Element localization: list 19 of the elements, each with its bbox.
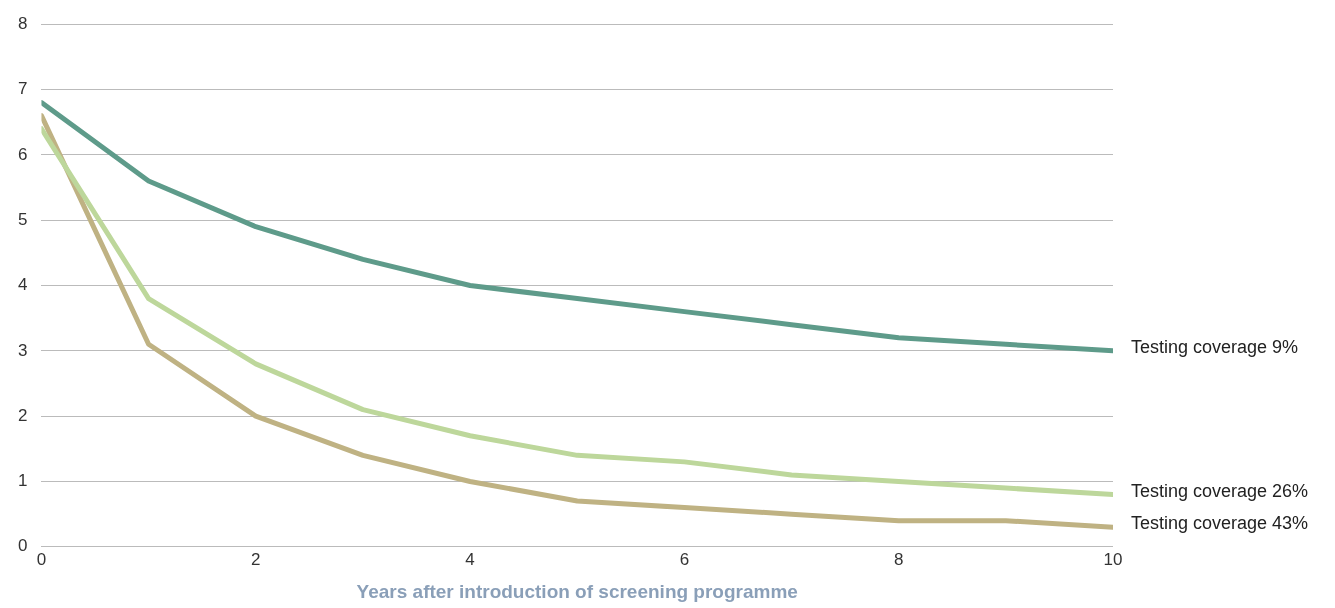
y-tick-label: 8	[17, 13, 28, 33]
x-tick-label: 4	[465, 549, 475, 569]
x-tick-label: 2	[251, 549, 261, 569]
y-tick-label: 4	[17, 275, 28, 295]
y-tick-label: 2	[17, 405, 28, 425]
y-tick-label: 5	[17, 209, 28, 229]
x-axis-title: Years after introduction of screening programme	[356, 580, 798, 602]
series-label: Testing coverage 26%	[1131, 480, 1309, 501]
x-tick-label: 8	[893, 549, 904, 569]
x-tick-label: 10	[1103, 549, 1123, 569]
y-tick-label: 3	[17, 340, 28, 360]
y-tick-label: 1	[17, 471, 28, 491]
x-tick-label: 0	[36, 549, 47, 569]
y-tick-label: 6	[17, 144, 28, 164]
x-tick-label: 6	[679, 549, 690, 569]
y-tick-label: 0	[17, 536, 28, 556]
series-label: Testing coverage 9%	[1131, 336, 1299, 357]
y-tick-label: 7	[17, 79, 28, 99]
series-label: Testing coverage 43%	[1131, 513, 1309, 534]
